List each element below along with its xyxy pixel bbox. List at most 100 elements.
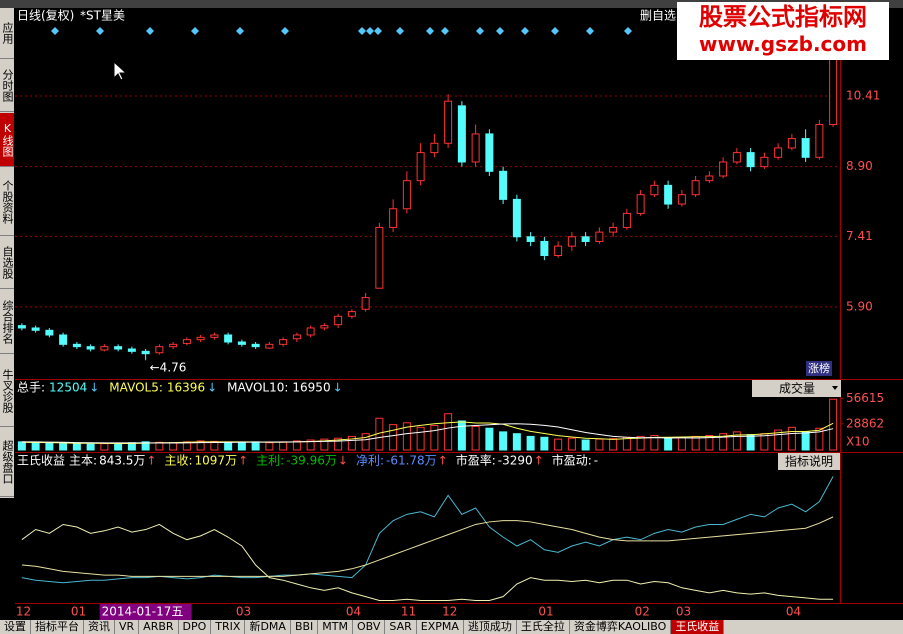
volume-bar <box>677 436 686 451</box>
badge-bg <box>806 361 832 376</box>
bottom-tab[interactable]: MTM <box>318 620 353 634</box>
volume-bar <box>17 441 26 451</box>
volume-bar <box>444 413 453 451</box>
candle-body <box>375 226 384 289</box>
volume-bar <box>554 438 563 451</box>
sidebar-tab[interactable]: 分时图 <box>0 60 14 112</box>
bottom-tab[interactable]: EXPMA <box>417 620 464 634</box>
selected-date-bg <box>99 604 192 620</box>
x-tick-label: 01 <box>538 605 553 619</box>
bottom-tab[interactable]: 指标平台 <box>31 620 84 634</box>
x-tick-label: 12 <box>16 605 31 619</box>
candle-body <box>705 175 714 182</box>
volume-bar <box>595 438 604 451</box>
bottom-tab[interactable]: 新DMA <box>245 620 291 634</box>
candle-body <box>801 138 810 158</box>
volume-dropdown-label[interactable]: 成交量 <box>779 381 815 396</box>
low-annotation: ←4.76 <box>150 361 187 375</box>
volume-bar <box>664 437 673 451</box>
volume-bar <box>609 438 618 451</box>
candle-body <box>691 180 700 196</box>
sidebar-tab[interactable]: 牛叉诊股 <box>0 355 14 427</box>
bottom-tab[interactable]: 资讯 <box>84 620 115 634</box>
volume-bar <box>499 431 508 451</box>
candle-body <box>334 315 343 326</box>
candle-body <box>347 311 356 317</box>
stat-label: 主利: <box>256 454 284 468</box>
x-tick-label: 04 <box>786 605 801 619</box>
y-tick-label: 56615 <box>846 391 884 405</box>
bottom-tab[interactable]: 逃顶成功 <box>464 620 517 634</box>
candle-body <box>746 152 755 168</box>
volume-bar <box>100 443 109 451</box>
indicator-help-button[interactable] <box>778 453 840 470</box>
volume-bar <box>237 441 246 451</box>
bottom-tab[interactable]: OBV <box>353 620 386 634</box>
bottom-tab[interactable]: 资金博弈KAOLIBO <box>570 620 672 634</box>
indicator-help-label[interactable]: 指标说明 <box>785 454 833 469</box>
sidebar-tab[interactable]: 综合排名 <box>0 290 14 354</box>
sidebar-tab[interactable]: 个股资料 <box>0 168 14 236</box>
candle-body <box>86 346 95 350</box>
sidebar-tab[interactable]: 应用 <box>0 8 14 59</box>
chart-title: 日线(复权) <box>17 9 74 23</box>
stat-arrow: ↓ <box>333 381 343 395</box>
indicator-line <box>21 523 834 601</box>
x-tick-label: 02 <box>635 605 650 619</box>
volume-bar <box>72 443 81 451</box>
stat-value: 16396 <box>167 381 205 395</box>
candle-body <box>306 327 315 336</box>
bottom-tab[interactable]: 王氏收益 <box>671 620 725 634</box>
stat-label: 总手: <box>17 381 45 395</box>
y-tick-label: 7.41 <box>846 229 873 243</box>
bottom-tab[interactable]: 设置 <box>0 620 31 634</box>
volume-bar <box>746 434 755 451</box>
candle-body <box>774 147 783 158</box>
candle-body <box>554 245 563 256</box>
bottom-tab[interactable]: 王氏全拉 <box>517 620 570 634</box>
candle-body <box>389 208 398 228</box>
volume-bar <box>416 426 425 451</box>
sidebar-tab[interactable]: K线图 <box>0 113 14 167</box>
volume-bar <box>306 439 315 451</box>
volume-bar <box>705 434 714 451</box>
candle-body <box>59 334 68 345</box>
sidebar-tab[interactable]: 超级盘口 <box>0 428 14 497</box>
volume-ma-line <box>21 423 834 444</box>
candle-body <box>320 325 329 329</box>
candle-body <box>787 138 796 149</box>
stat-value: 843.5万 <box>99 454 145 468</box>
bottom-tab[interactable]: VR <box>115 620 140 634</box>
candle-body <box>17 325 26 329</box>
sidebar-tab[interactable]: 自选股 <box>0 237 14 289</box>
selected-date: 2014-01-17五 <box>102 605 184 619</box>
volume-bar <box>86 443 95 451</box>
stat-label: MAVOL10: <box>227 381 288 395</box>
bottom-tab[interactable]: SAR <box>385 620 417 634</box>
candle-body <box>485 133 494 172</box>
remove-watchlist-button[interactable]: 删自选 <box>640 9 676 23</box>
stat-value: -3290 <box>498 454 533 468</box>
bottom-tab[interactable]: BBI <box>291 620 319 634</box>
stat-arrow: ↓ <box>207 381 217 395</box>
candle-body <box>182 339 191 344</box>
x-tick-label: 11 <box>401 605 416 619</box>
volume-bar <box>732 431 741 451</box>
stat-value: -61.78万 <box>386 454 437 468</box>
candle-body <box>114 346 123 350</box>
bottom-tab[interactable]: ARBR <box>139 620 179 634</box>
sidebar: 应用 分时图 K线图 个股资料 自选股 综合排名 牛叉诊股 超级盘口 <box>0 8 14 498</box>
watermark: 股票公式指标网 www.gszb.com <box>677 2 889 60</box>
volume-bar <box>141 441 150 451</box>
volume-bar <box>196 440 205 451</box>
candle-body <box>732 152 741 163</box>
bottom-tab[interactable]: DPO <box>179 620 212 634</box>
candle-body <box>237 341 246 345</box>
volume-bar <box>169 442 178 451</box>
volume-dropdown[interactable] <box>752 380 841 397</box>
candle-body <box>512 198 521 238</box>
candle-body <box>567 236 576 247</box>
x-tick-label: 04 <box>346 605 361 619</box>
candle-body <box>540 240 549 256</box>
bottom-tab[interactable]: TRIX <box>211 620 246 634</box>
